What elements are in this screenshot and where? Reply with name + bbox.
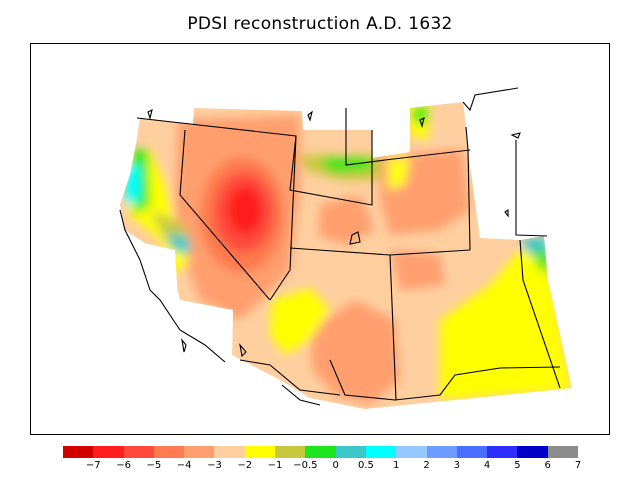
colorbar-tick-label: −7 [85,460,101,471]
border-nv-ut-az [269,135,297,301]
dry-zone-utah [318,195,375,245]
coastline-sea-of-cortez [281,384,321,406]
colorbar-swatch [396,446,428,458]
border-ne [515,140,548,237]
colorbar-tick-label: 5 [514,460,521,471]
colorbar-tick-label: 3 [453,460,460,471]
state-boundaries [119,87,561,406]
border-mt-wy [345,108,471,166]
colorbar-swatch [487,446,518,458]
green-zone-plains [534,250,548,275]
colorbar-swatch [456,446,488,458]
border-az-nm [389,254,397,401]
colorbar-tick-label: 1 [393,460,400,471]
colorbar-swatch [93,446,125,458]
no-data-areas [130,127,516,370]
border-co-ks [465,126,471,251]
great-salt-lake [349,231,361,245]
colorbar-swatch [244,446,276,458]
no-data-california-south [130,240,233,370]
island-3 [419,116,425,128]
cyan-zone-coast [124,165,140,205]
colorbar-swatch [517,446,549,458]
colorbar-tick-label: 7 [574,460,582,471]
map-title: PDSI reconstruction A.D. 1632 [187,14,453,34]
colorbar [63,446,579,458]
yellow-zone-yellowstone [388,158,410,190]
yellow-zone-lower-colorado [270,288,330,355]
yellow-zone-new-mexico [440,250,572,400]
severe-dry-core [228,186,262,234]
colorbar-swatch [153,446,185,458]
dry-zone-arizona [310,300,400,405]
colorbar-swatch [365,446,397,458]
colorbar-tick-label: 0.5 [357,460,374,471]
border-ca-nv [179,129,271,301]
island-2 [307,110,313,122]
colorbar-swatch [184,446,215,458]
colorbar-swatch [547,446,579,458]
island-1 [147,108,153,120]
colorbar-swatch [335,446,367,458]
colorbar-tick-label: −2 [237,460,253,471]
border-or-id [136,117,373,206]
colorbar-swatch [123,446,155,458]
colorbar-tick-label: −5 [146,460,162,471]
colorbar-tick-label: 6 [544,460,551,471]
colorbar-swatch [305,446,337,458]
colorbar-tick-label: −1 [267,460,283,471]
dry-zone-colorado [390,250,445,290]
colorbar-tick-label: 4 [483,460,491,471]
island-5 [510,132,521,139]
colorbar-tick-label: −0.5 [293,460,318,471]
colorbar-tick-label: −3 [207,460,222,471]
colorbar-tick-label: −6 [116,460,131,471]
border-us-mexico [329,359,561,401]
colorbar-swatch [275,446,306,458]
colorbar-tick-label: 2 [423,460,430,471]
border-nd [462,87,519,112]
island-7 [239,343,247,358]
pdsi-field [120,102,572,409]
colorbar-tick-label: −4 [176,460,192,471]
border-gulf [239,359,341,396]
island-4 [504,208,509,218]
island-6 [181,338,187,353]
no-data-east [466,127,516,238]
border-tx [519,239,561,389]
colorbar-swatch [214,446,246,458]
green-zone-montana [412,104,428,125]
colorbar-tick-label: 0 [332,460,339,471]
coastline-california [119,209,226,363]
colorbar-swatch [63,446,94,458]
teal-zone-bay [168,232,190,255]
colorbar-swatch [426,446,458,458]
